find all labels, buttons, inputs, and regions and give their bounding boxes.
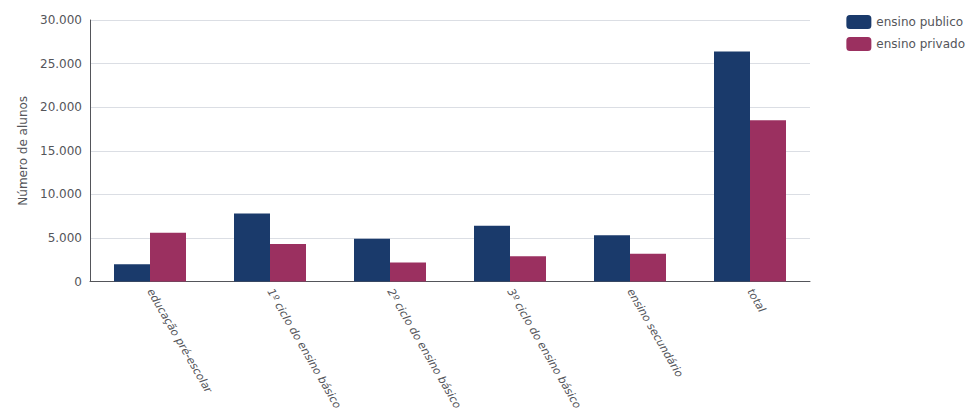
svg-text:10.000: 10.000 (40, 187, 82, 201)
svg-text:2º ciclo do ensino básico: 2º ciclo do ensino básico (384, 286, 463, 411)
svg-text:total: total (744, 286, 768, 314)
svg-text:1º ciclo do ensino básico: 1º ciclo do ensino básico (264, 286, 343, 411)
svg-text:ensino privado: ensino privado (876, 37, 965, 51)
svg-text:20.000: 20.000 (40, 100, 82, 114)
svg-text:0: 0 (74, 275, 82, 289)
svg-text:5.000: 5.000 (48, 231, 82, 245)
svg-text:3º ciclo do ensino básico: 3º ciclo do ensino básico (504, 286, 583, 411)
svg-text:ensino secundário: ensino secundário (624, 286, 685, 379)
svg-text:25.000: 25.000 (40, 57, 82, 71)
svg-text:educação pré-escolar: educação pré-escolar (144, 286, 215, 396)
svg-text:15.000: 15.000 (40, 144, 82, 158)
svg-text:Número de alunos: Número de alunos (16, 96, 30, 206)
svg-text:30.000: 30.000 (40, 13, 82, 27)
svg-text:ensino publico: ensino publico (876, 15, 963, 29)
